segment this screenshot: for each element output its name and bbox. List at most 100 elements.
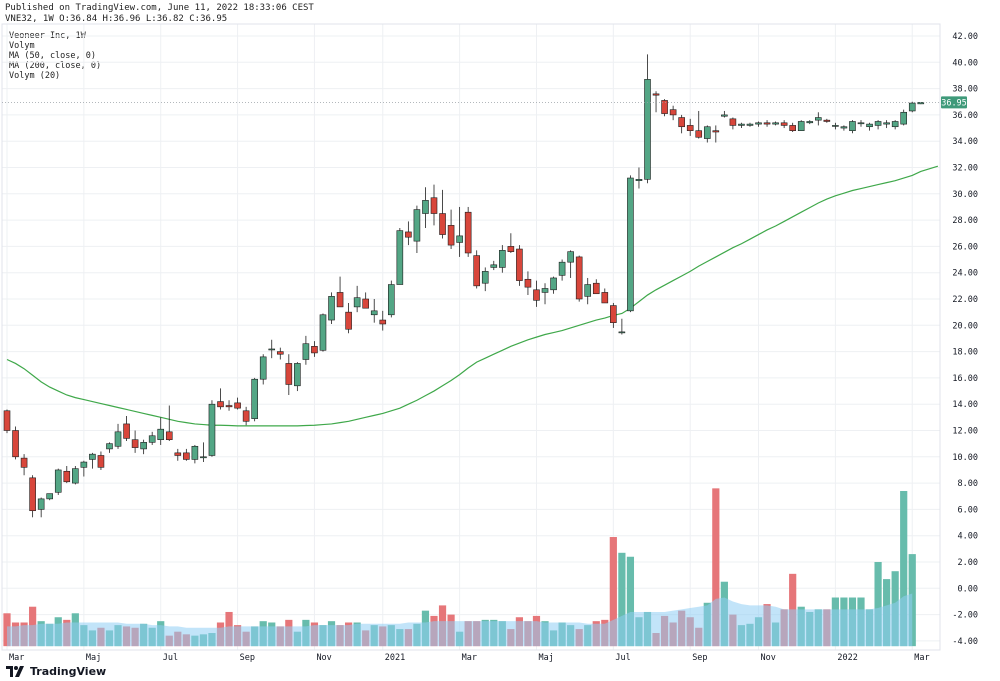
candle-body [370,310,378,316]
volume-bar [618,552,626,647]
candle-body [396,230,404,285]
candle-body [345,311,352,330]
x-tick-label: Maj [538,653,553,663]
candle-body [208,403,216,456]
candle-body [866,123,873,128]
candle-body [276,351,284,355]
candle-body [832,125,839,127]
candle-body [72,468,79,484]
y-tick-label: 38.00 [952,85,978,95]
volume-ma-area [7,593,913,647]
last-price-label: 36.95 [941,98,967,108]
candle-body [772,122,779,125]
candle-body [703,126,711,139]
candle-body [874,121,882,126]
candle-body [891,121,899,128]
candle-body [311,346,318,354]
x-tick-label: Maj [86,653,101,663]
candle-body [183,452,190,460]
candle-body [302,343,310,360]
candle-body [823,119,831,122]
moving-average-lines [6,165,939,427]
candle-body [336,292,344,308]
candle-body [294,363,301,387]
y-tick-label: 42.00 [952,32,978,42]
volume-bar [900,490,908,647]
candle-body [601,292,609,304]
y-tick-label: -4.00 [952,637,978,647]
candle-body [29,477,36,512]
candle-body [379,319,387,325]
candle-body [225,405,233,408]
y-tick-label: 26.00 [952,242,978,252]
last-price-badge [941,96,967,109]
candle-body [575,256,583,300]
candle-body [584,284,592,297]
candle-body [686,125,694,131]
legend-item-volume[interactable]: Volym [9,41,35,51]
tradingview-brand[interactable]: TradingView [6,665,106,678]
candle-body [447,225,455,246]
candle-body [200,456,207,459]
y-tick-label: 34.00 [952,137,978,147]
y-tick-label: 40.00 [952,58,978,68]
candle-body [3,410,11,431]
x-tick-label: Sep [692,653,707,663]
candle-body [900,111,908,125]
candle-body [234,402,241,409]
candle-body [550,277,557,291]
legend-item-ma-50[interactable]: MA (50, close, 0) [9,51,96,61]
candle-body [490,264,498,268]
candle-body [439,213,446,235]
candle-body [789,125,796,131]
candle-body [353,297,361,308]
candle-body [97,455,105,468]
candle-body [430,197,438,214]
candle-body [413,209,421,242]
candle-body [131,439,139,448]
y-tick-label: 14.00 [952,400,978,410]
candle-body [729,118,737,126]
candle-body [797,121,805,131]
candle-body [217,401,224,408]
ma-line [6,165,939,427]
y-tick-label: 12.00 [952,427,978,437]
candle-body [191,445,199,460]
x-tick-label: Jul [163,653,178,663]
volume-bar [626,556,635,647]
candle-body [405,231,412,238]
x-tick-label: Mar [9,653,24,663]
y-tick-label: 16.00 [952,374,978,384]
candle-body [20,457,28,468]
y-tick-label: 10.00 [952,453,978,463]
candle-body [174,452,182,456]
volume-bar [712,488,720,647]
candle-body [678,117,685,128]
y-tick-label: 28.00 [952,216,978,226]
candle-body [524,278,532,288]
candle-body [558,261,566,276]
candle-body [507,246,515,252]
candle-body [157,428,165,441]
y-tick-label: 4.00 [958,532,978,542]
candle-body [516,248,523,281]
y-tick-label: 24.00 [952,269,978,279]
x-tick-label: Mar [914,653,929,663]
candle-body [627,177,634,312]
x-tick-label: Sep [240,653,255,663]
legend-item-ma-200[interactable]: MA (200, close, 0) [9,61,102,71]
legend-item-volume-20[interactable]: Volym (20) [9,71,61,81]
y-tick-label: 0.00 [958,584,978,594]
candle-body [114,431,122,447]
volume-ma-area [7,593,913,647]
candle-body [387,284,395,316]
candle-body [89,453,96,460]
candle-body [80,461,88,468]
candle-body [422,200,429,214]
candle-body [883,122,890,125]
x-tick-label: Nov [761,653,776,663]
candle-body [148,435,156,443]
y-tick-label: 30.00 [952,190,978,200]
candle-body [242,410,250,422]
